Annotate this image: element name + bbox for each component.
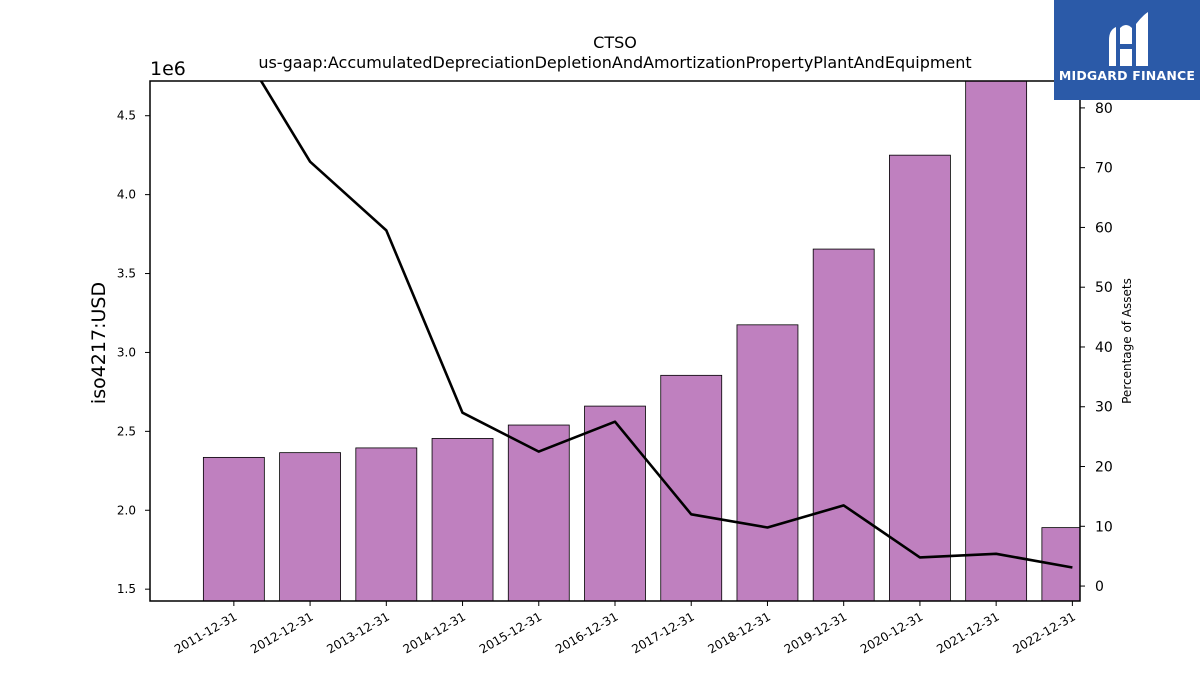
y2-tick-label: 50 (1095, 280, 1113, 296)
x-axis: 2011-12-31 2012-12-31 2013-12-31 2014-12-31… (172, 601, 1078, 656)
bar-2011-12-31 (202, 456, 265, 601)
bar-series (202, 81, 1080, 601)
y-tick-label: 1.5 (117, 582, 136, 596)
x-tick-label: 2012-12-31 (248, 609, 315, 656)
x-tick-label: 2011-12-31 (172, 609, 239, 656)
y-tick-label: 2.0 (117, 503, 136, 517)
x-tick-label: 2016-12-31 (553, 609, 620, 656)
x-tick-label: 2020-12-31 (858, 609, 925, 656)
y2-axis-label: Percentage of Assets (1120, 278, 1134, 404)
y2-tick-label: 10 (1095, 519, 1113, 535)
chart-title: CTSO (593, 33, 637, 52)
y-tick-label: 4.5 (117, 109, 136, 123)
bar-2021-12-31 (965, 81, 1028, 601)
bar-2013-12-31 (355, 447, 418, 601)
bar-2012-12-31 (279, 452, 341, 601)
y-axis-multiplier: 1e6 (150, 58, 186, 80)
x-tick-label: 2018-12-31 (706, 609, 773, 656)
x-tick-label: 2014-12-31 (401, 609, 468, 656)
x-tick-label: 2013-12-31 (324, 609, 391, 656)
bar-2019-12-31 (812, 248, 875, 601)
y-tick-label: 4.0 (117, 188, 136, 202)
x-tick-label: 2019-12-31 (782, 609, 849, 656)
bar-2020-12-31 (889, 154, 951, 601)
y-axis-right: 0 10 20 30 40 50 60 70 80 (1080, 101, 1113, 595)
bar-2016-12-31 (584, 405, 646, 601)
y2-tick-label: 40 (1095, 340, 1113, 356)
y2-tick-label: 30 (1095, 400, 1113, 416)
bar-2015-12-31 (507, 424, 570, 601)
bar-2018-12-31 (736, 324, 799, 601)
x-tick-label: 2017-12-31 (629, 609, 696, 656)
y-axis-label: iso4217:USD (88, 282, 110, 404)
y-tick-label: 3.5 (117, 267, 136, 281)
y-tick-label: 2.5 (117, 424, 136, 438)
x-tick-label: 2022-12-31 (1010, 609, 1077, 656)
y-tick-label: 3.0 (117, 345, 136, 359)
y2-tick-label: 20 (1095, 460, 1113, 476)
percentage-line-series (259, 81, 1073, 569)
x-tick-label: 2021-12-31 (934, 609, 1001, 656)
percentage-line (259, 81, 1073, 569)
chart-subtitle: us-gaap:AccumulatedDepreciationDepletion… (258, 53, 971, 72)
y2-tick-label: 60 (1095, 220, 1113, 236)
y-axis-left: 1.5 2.0 2.5 3.0 3.5 4.0 4.5 (117, 109, 150, 596)
y2-tick-label: 70 (1095, 161, 1113, 177)
y2-tick-label: 0 (1095, 579, 1104, 595)
bar-2014-12-31 (431, 438, 494, 601)
midgard-logo-icon (1109, 12, 1148, 66)
y2-tick-label: 80 (1095, 101, 1113, 117)
logo-text: MIDGARD FINANCE (1058, 68, 1196, 83)
x-tick-label: 2015-12-31 (477, 609, 544, 656)
midgard-finance-logo: MIDGARD FINANCE (1054, 0, 1200, 100)
